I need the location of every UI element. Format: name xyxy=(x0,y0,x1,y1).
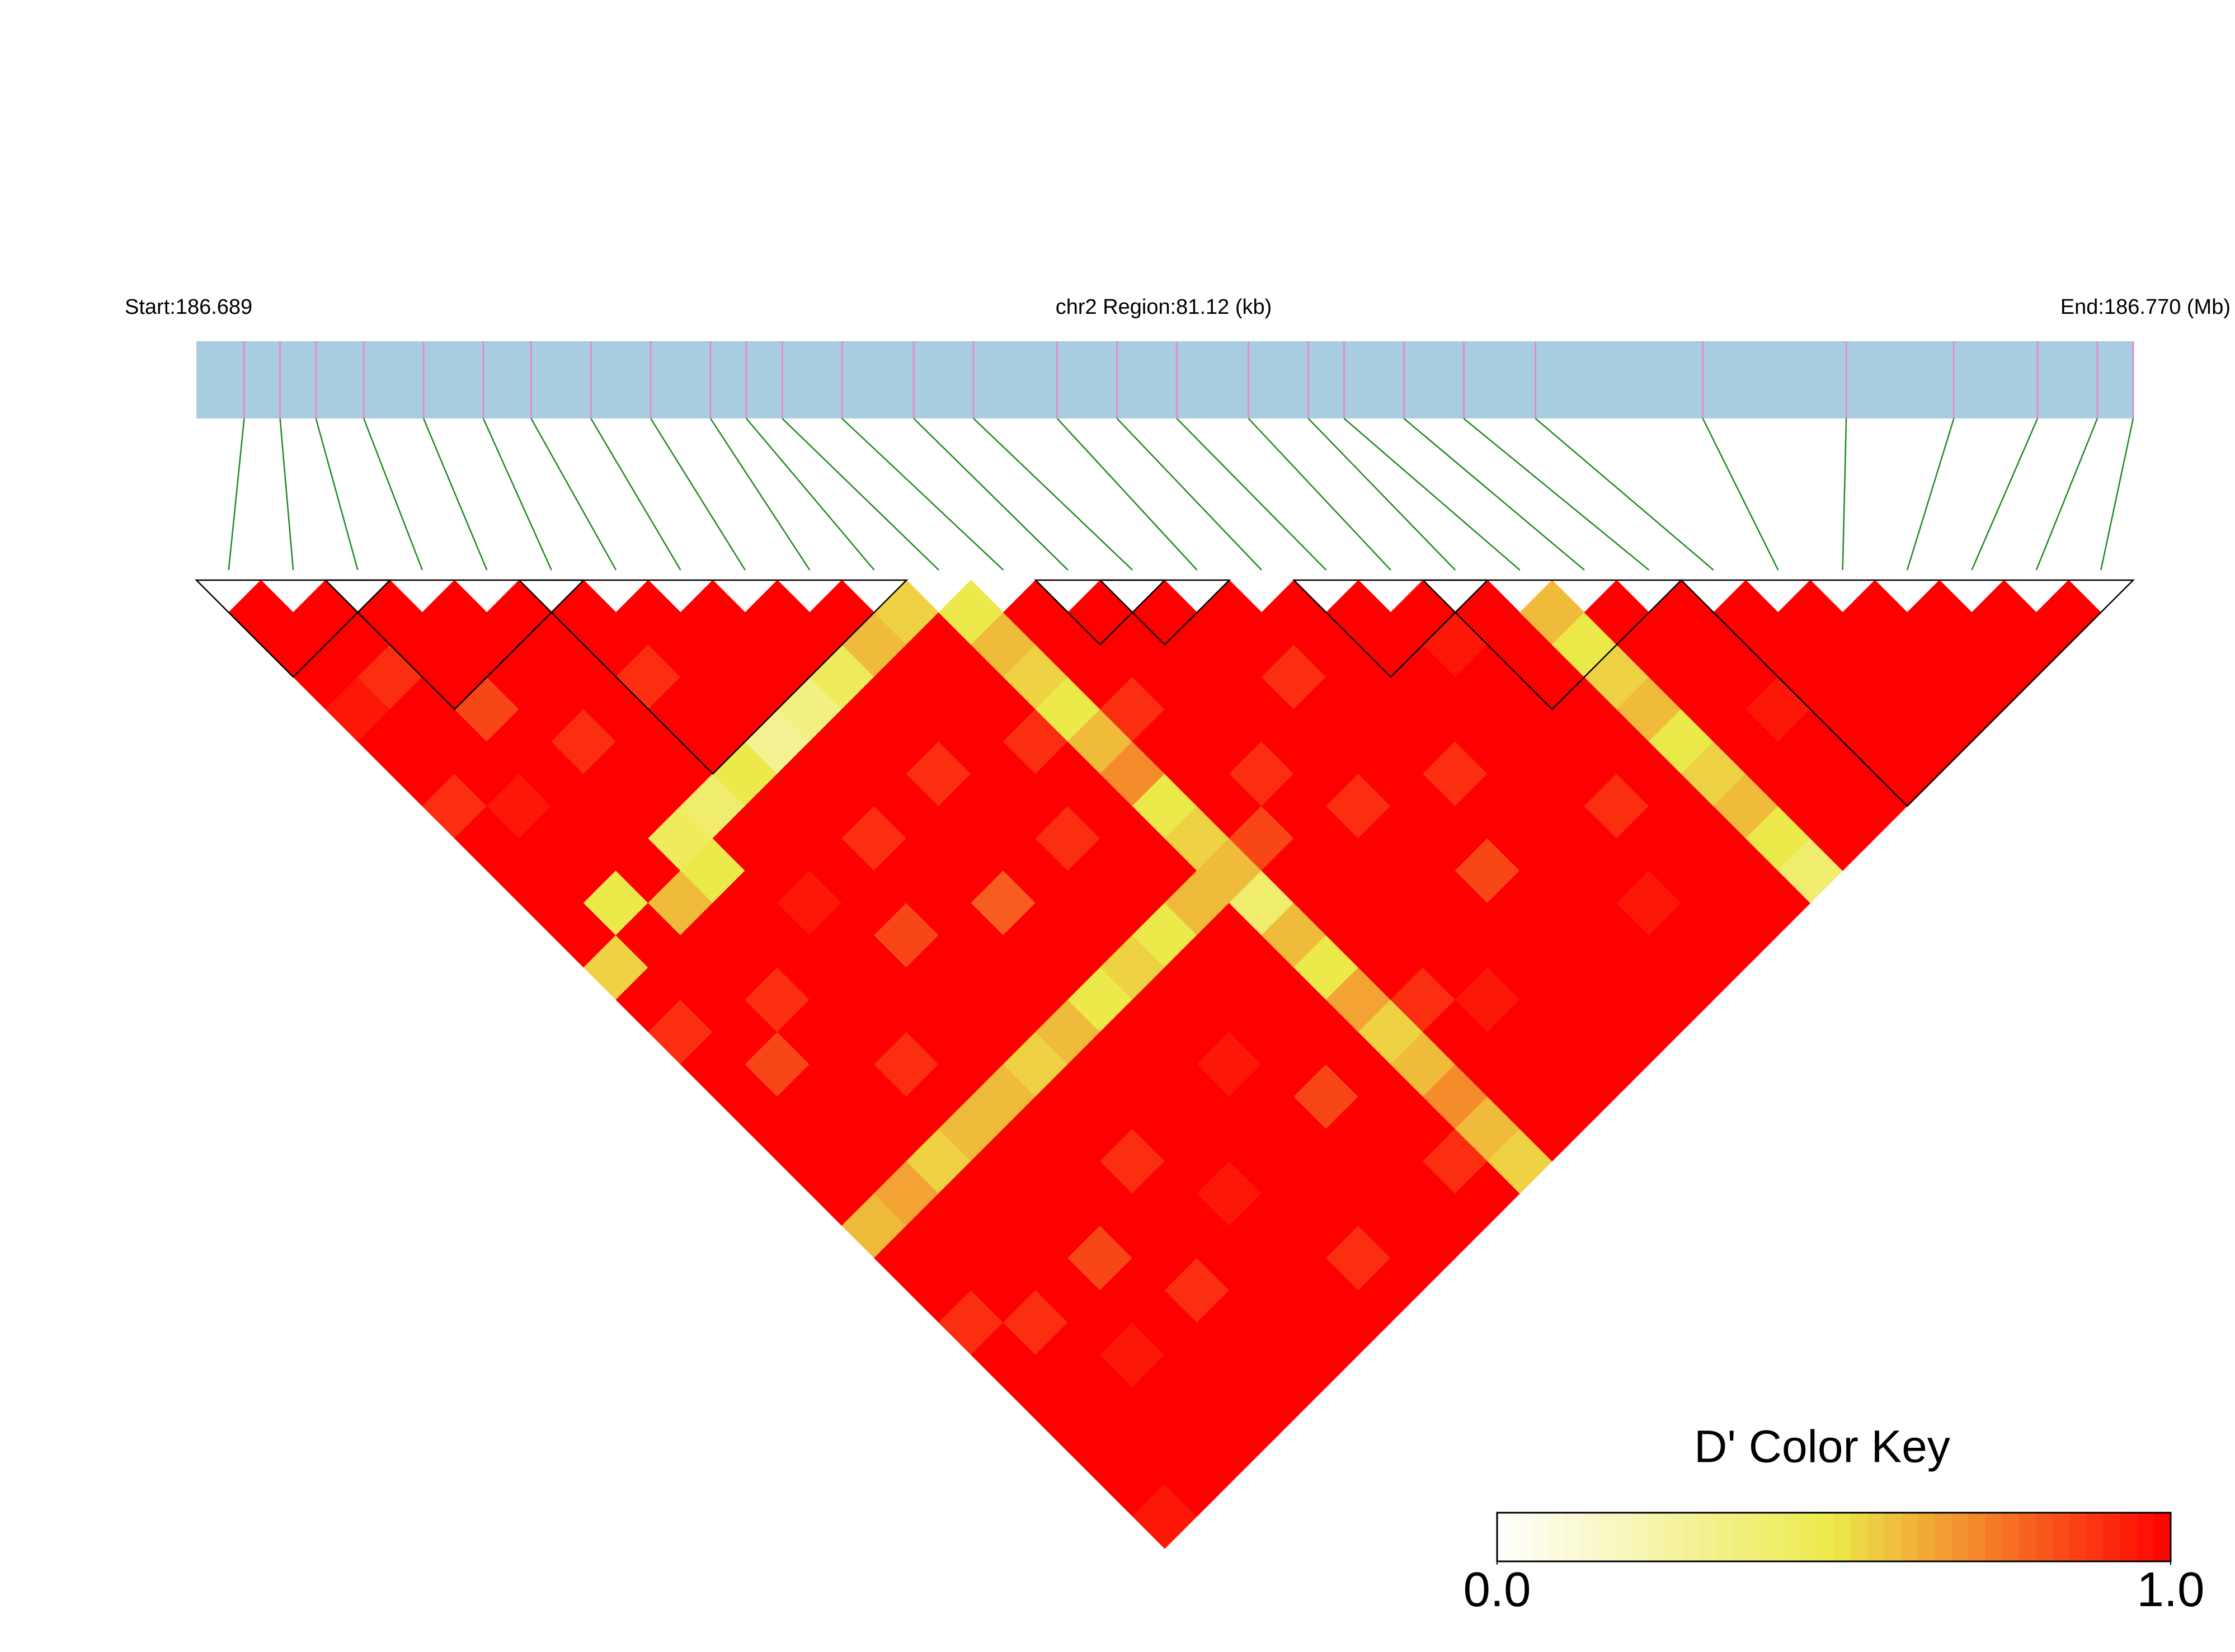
key-swatch xyxy=(1564,1513,1582,1561)
snp-connector xyxy=(1307,418,1456,571)
snp-connector xyxy=(315,418,359,571)
snp-connector xyxy=(422,418,488,571)
key-swatch xyxy=(2153,1513,2171,1561)
key-swatch xyxy=(1581,1513,1599,1561)
region-bar xyxy=(196,341,2133,418)
snp-connector xyxy=(590,418,681,571)
key-swatch xyxy=(2019,1513,2036,1561)
key-tick-label: 0.0 xyxy=(1464,1562,1531,1617)
snp-connector xyxy=(1463,418,1650,571)
key-swatch xyxy=(2137,1513,2154,1561)
snp-connector xyxy=(1343,418,1521,571)
snp-connector xyxy=(913,418,1069,571)
key-swatch xyxy=(1648,1513,1666,1561)
key-swatch xyxy=(1834,1513,1851,1561)
key-swatch xyxy=(1749,1513,1767,1561)
start-label: Start:186.689 xyxy=(125,295,252,319)
key-swatch xyxy=(2086,1513,2104,1561)
key-swatch xyxy=(1817,1513,1834,1561)
snp-connector xyxy=(782,418,939,571)
key-swatch xyxy=(1783,1513,1801,1561)
snp-connector xyxy=(746,418,875,571)
ld-block xyxy=(1292,579,1490,678)
key-swatch xyxy=(1766,1513,1784,1561)
key-swatch xyxy=(1985,1513,2003,1561)
ld-block xyxy=(1679,579,2135,807)
key-swatch xyxy=(1918,1513,1936,1561)
ld-block xyxy=(194,579,392,678)
key-swatch xyxy=(1514,1513,1531,1561)
key-swatch xyxy=(1631,1513,1649,1561)
key-swatch xyxy=(1951,1513,1969,1561)
snp-connector xyxy=(363,418,424,571)
key-swatch xyxy=(2053,1513,2070,1561)
snp-connector xyxy=(1535,418,1714,571)
snp-connector xyxy=(709,418,811,571)
snp-connector xyxy=(228,418,245,571)
snp-connector xyxy=(1176,418,1327,571)
key-swatch xyxy=(1800,1513,1818,1561)
key-swatch xyxy=(1699,1513,1716,1561)
key-swatch xyxy=(1884,1513,1902,1561)
key-swatch xyxy=(1531,1513,1548,1561)
key-swatch xyxy=(1901,1513,1918,1561)
ld-block xyxy=(1098,579,1231,646)
ld-block xyxy=(517,579,909,775)
key-swatch xyxy=(2002,1513,2020,1561)
snp-connector xyxy=(1702,418,1779,571)
snp-connector xyxy=(2035,418,2098,571)
key-swatch xyxy=(2103,1513,2121,1561)
snp-connector xyxy=(1248,418,1391,571)
key-swatch xyxy=(1598,1513,1616,1561)
ld-block xyxy=(1421,579,1683,710)
key-swatch xyxy=(1968,1513,1986,1561)
snp-connector xyxy=(1056,418,1198,571)
key-swatch xyxy=(1867,1513,1885,1561)
key-swatch xyxy=(1497,1513,1514,1561)
key-swatch xyxy=(2069,1513,2087,1561)
snp-connector xyxy=(973,418,1133,571)
key-swatch xyxy=(2036,1513,2053,1561)
snp-connector xyxy=(279,418,294,571)
snp-connector xyxy=(1971,418,2039,571)
key-swatch xyxy=(1682,1513,1700,1561)
key-title: D' Color Key xyxy=(1694,1422,1950,1472)
snp-connector xyxy=(530,418,617,571)
key-swatch xyxy=(1665,1513,1683,1561)
key-swatch xyxy=(1733,1513,1750,1561)
key-swatch xyxy=(1716,1513,1733,1561)
key-swatch xyxy=(1547,1513,1565,1561)
key-tick-label: 1.0 xyxy=(2137,1562,2205,1617)
region-label: chr2 Region:81.12 (kb) xyxy=(1056,295,1272,319)
key-swatch xyxy=(1615,1513,1632,1561)
key-frame xyxy=(1496,1512,2172,1562)
snp-connector xyxy=(650,418,746,571)
snp-connector xyxy=(482,418,552,571)
snp-connector xyxy=(2100,418,2134,571)
key-swatch xyxy=(2120,1513,2138,1561)
end-label: End:186.770 (Mb) xyxy=(2060,295,2231,319)
ld-block xyxy=(323,579,586,710)
snp-connector xyxy=(1842,418,1847,571)
key-swatch xyxy=(1851,1513,1868,1561)
snp-connector xyxy=(1906,418,1955,571)
key-swatch xyxy=(1935,1513,1952,1561)
snp-connector xyxy=(1403,418,1585,571)
snp-connector xyxy=(841,418,1004,571)
snp-connector xyxy=(1116,418,1263,571)
